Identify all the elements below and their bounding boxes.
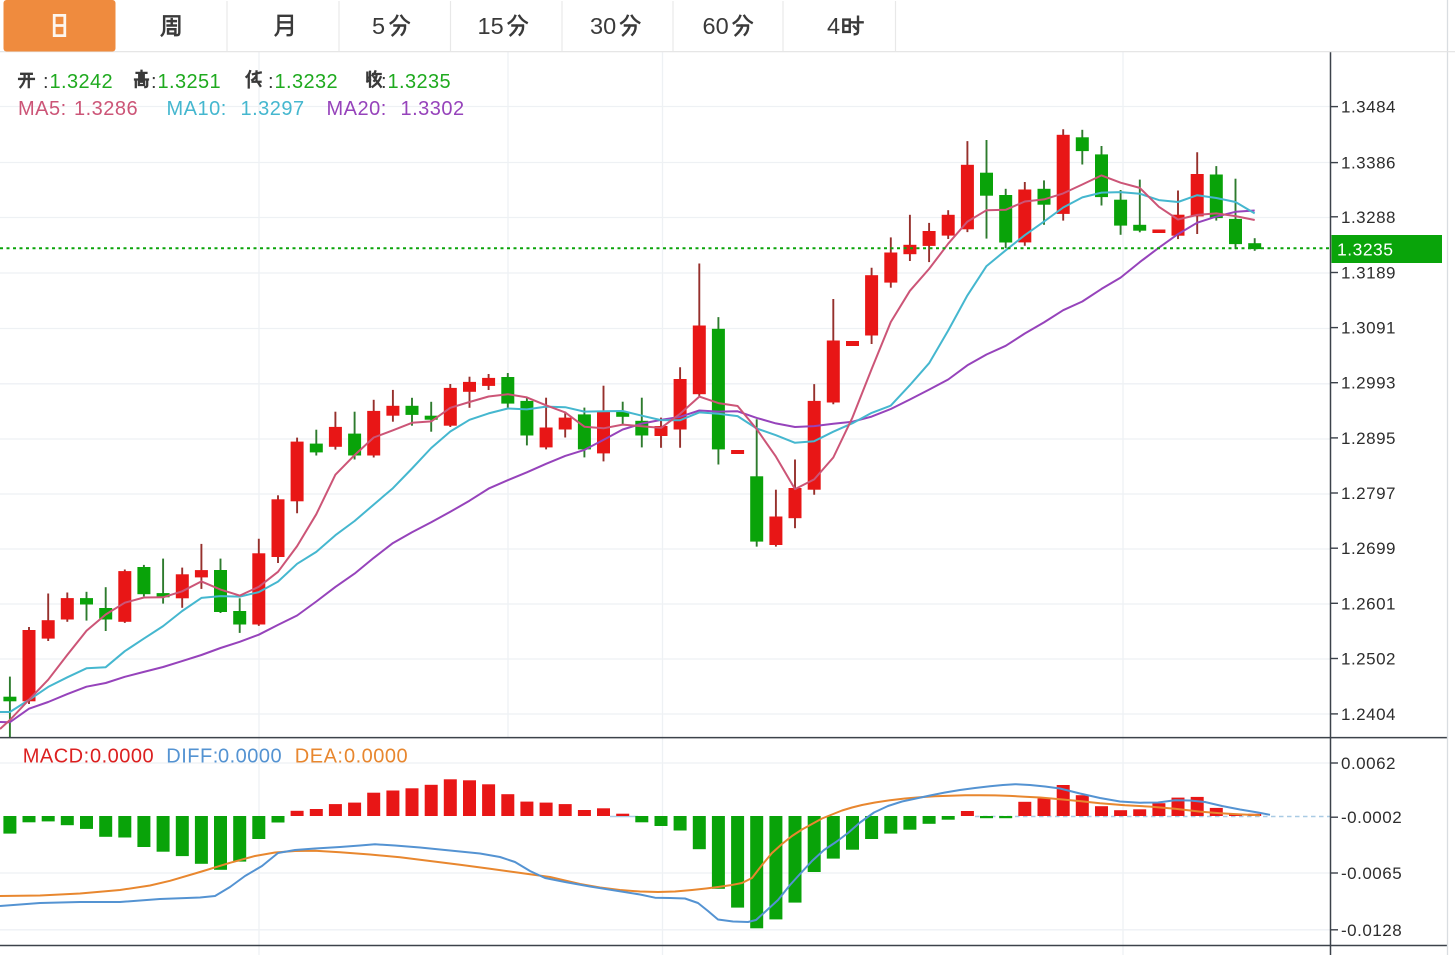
svg-text:1.3189: 1.3189: [1341, 264, 1396, 283]
svg-text:-0.0065: -0.0065: [1341, 864, 1402, 883]
svg-text:1.3484: 1.3484: [1341, 98, 1396, 117]
svg-text:-0.0002: -0.0002: [1341, 808, 1402, 827]
svg-text:1.3235: 1.3235: [388, 71, 452, 93]
svg-text:0.0000: 0.0000: [218, 746, 282, 768]
svg-text::: :: [151, 71, 157, 93]
svg-text:60: 60: [703, 13, 729, 39]
svg-text:4: 4: [827, 13, 840, 39]
svg-text:DEA:: DEA:: [295, 746, 344, 768]
svg-text:MA20:: MA20:: [327, 98, 387, 120]
svg-text:0.0062: 0.0062: [1341, 754, 1396, 773]
svg-text:MACD:: MACD:: [23, 746, 90, 768]
svg-text:30: 30: [590, 13, 616, 39]
svg-text:1.2699: 1.2699: [1341, 539, 1396, 558]
svg-text:1.2502: 1.2502: [1341, 650, 1396, 669]
svg-text:DIFF:: DIFF:: [166, 746, 219, 768]
svg-text:1.3302: 1.3302: [401, 98, 465, 120]
svg-text:MA10:: MA10:: [167, 98, 227, 120]
svg-text:1.3242: 1.3242: [50, 71, 114, 93]
svg-text:1.3286: 1.3286: [74, 98, 138, 120]
svg-text:1.2601: 1.2601: [1341, 594, 1396, 613]
svg-text:0.0000: 0.0000: [344, 746, 408, 768]
svg-text:1.3288: 1.3288: [1341, 208, 1396, 227]
svg-text:1.3251: 1.3251: [158, 71, 222, 93]
svg-text:1.2404: 1.2404: [1341, 705, 1396, 724]
svg-text:15: 15: [478, 13, 504, 39]
svg-text:0.0000: 0.0000: [90, 746, 154, 768]
svg-text:1.2895: 1.2895: [1341, 429, 1396, 448]
svg-text::: :: [43, 71, 49, 93]
svg-text:1.3386: 1.3386: [1341, 154, 1396, 173]
svg-text:1.3297: 1.3297: [241, 98, 305, 120]
svg-text:-0.0128: -0.0128: [1341, 921, 1402, 940]
svg-text:1.3091: 1.3091: [1341, 319, 1396, 338]
svg-text:MA5:: MA5:: [18, 98, 67, 120]
svg-text:1.2797: 1.2797: [1341, 484, 1396, 503]
svg-text::: :: [381, 71, 387, 93]
svg-text:5: 5: [372, 13, 385, 39]
svg-text::: :: [268, 71, 274, 93]
svg-text:1.2993: 1.2993: [1341, 374, 1396, 393]
svg-text:1.3232: 1.3232: [275, 71, 339, 93]
svg-text:1.3235: 1.3235: [1337, 240, 1394, 260]
